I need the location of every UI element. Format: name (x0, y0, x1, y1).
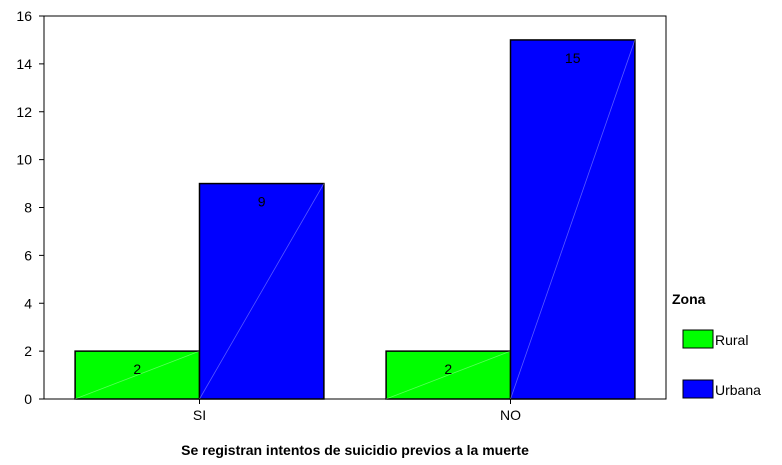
data-label: 2 (133, 361, 141, 377)
legend-title: Zona (672, 291, 706, 307)
y-tick-label: 12 (16, 104, 32, 120)
bars (74, 39, 636, 400)
y-tick-label: 0 (24, 391, 32, 407)
y-tick-label: 6 (24, 247, 32, 263)
legend-label-urbana: Urbana (715, 382, 761, 398)
bar-diagonal (74, 350, 200, 400)
bar-diagonal (199, 183, 325, 400)
bar-diagonal (510, 39, 636, 400)
legend-swatch-rural (682, 329, 714, 349)
bar-urbana (509, 39, 636, 400)
legend: Zona Rural Urbana (672, 291, 761, 399)
y-tick-label: 4 (24, 295, 32, 311)
y-tick-label: 8 (24, 200, 32, 216)
bar-urbana (198, 182, 325, 400)
legend-label-rural: Rural (715, 332, 748, 348)
legend-swatch-urbana (682, 379, 714, 399)
x-axis: SI NO (193, 399, 521, 423)
x-tick-label: SI (193, 407, 206, 423)
y-tick-label: 16 (16, 8, 32, 24)
y-tick-label: 10 (16, 152, 32, 168)
y-tick-label: 14 (16, 56, 32, 72)
y-axis: 0 2 4 6 8 10 12 14 16 (16, 8, 44, 407)
data-label: 9 (258, 194, 266, 210)
x-tick-label: NO (500, 407, 521, 423)
x-axis-title: Se registran intentos de suicidio previo… (181, 442, 529, 458)
data-label: 2 (444, 361, 452, 377)
bar-rural (74, 350, 201, 400)
bar-rural (385, 350, 512, 400)
data-label: 15 (565, 50, 581, 66)
bar-diagonal (385, 350, 511, 400)
data-labels: 2 9 2 15 (133, 50, 580, 377)
y-tick-label: 2 (24, 343, 32, 359)
